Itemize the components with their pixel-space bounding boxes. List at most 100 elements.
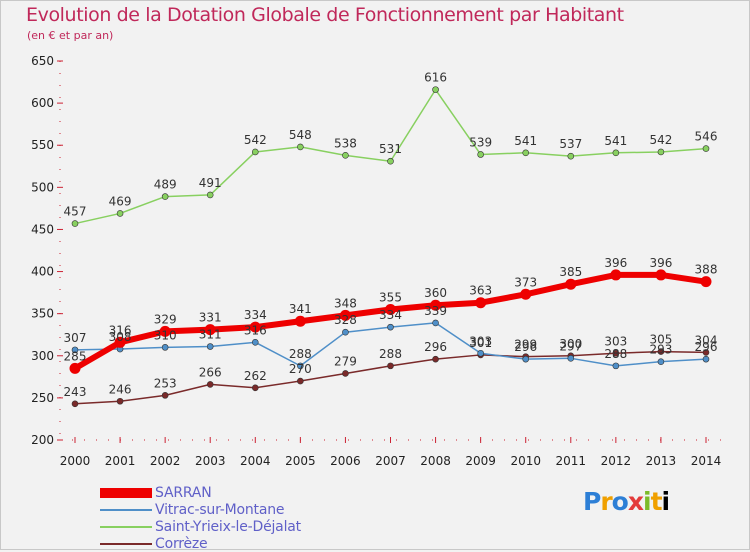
series-sarran	[69, 269, 712, 374]
data-point	[342, 328, 349, 336]
data-point	[567, 152, 575, 160]
data-label: 531	[379, 142, 402, 156]
data-point	[432, 355, 439, 363]
data-point	[702, 349, 710, 356]
logo-letter: x	[627, 487, 644, 516]
data-label: 334	[379, 308, 402, 322]
chart-subtitle: (en € et par an)	[27, 29, 114, 42]
data-point	[339, 309, 351, 321]
data-label: 546	[695, 130, 718, 144]
data-label: 348	[334, 296, 357, 310]
data-label: 296	[695, 340, 718, 354]
y-tick-label: 500	[31, 180, 54, 194]
legend-swatch	[100, 487, 152, 498]
data-label: 246	[109, 382, 132, 396]
data-label: 355	[379, 290, 402, 304]
data-label: 296	[424, 340, 447, 354]
legend-label: SARRAN	[155, 484, 212, 501]
x-tick-label: 2005	[285, 454, 316, 468]
data-point	[387, 362, 394, 370]
data-point	[567, 355, 575, 362]
data-label: 308	[109, 330, 132, 344]
y-tick-label: 350	[31, 307, 54, 321]
axes: 200 250 300 350 400 450 500 550 600 650 2000 2001 20…	[31, 54, 725, 468]
data-label: 304	[695, 333, 718, 347]
data-label: 253	[154, 376, 177, 390]
data-point	[520, 288, 532, 300]
data-label: 363	[469, 284, 492, 298]
data-label: 539	[469, 135, 492, 149]
x-tick-label: 2002	[150, 454, 181, 468]
data-label: 279	[334, 354, 357, 368]
data-point	[430, 299, 442, 311]
data-label: 300	[559, 337, 582, 351]
x-tick-label: 2012	[601, 454, 632, 468]
x-tick-label: 2004	[240, 454, 271, 468]
data-label: 303	[604, 334, 627, 348]
data-label: 316	[244, 323, 267, 337]
data-point	[702, 355, 710, 363]
data-label: 548	[289, 128, 312, 142]
data-point	[204, 324, 216, 336]
legend-swatch	[100, 525, 152, 528]
data-point	[116, 397, 124, 405]
data-label: 316	[109, 323, 132, 337]
data-point	[71, 220, 79, 227]
data-label: 541	[514, 134, 537, 148]
data-label: 293	[649, 343, 672, 357]
data-label: 457	[64, 205, 87, 219]
data-point	[206, 381, 214, 388]
data-point	[565, 278, 577, 290]
data-point	[522, 355, 530, 363]
data-labels: 457 469 489 491 542 548 538 531 616 539 541 537 541 5…	[64, 71, 718, 399]
y-tick-label: 450	[31, 222, 54, 236]
data-label: 385	[559, 265, 582, 279]
data-point	[657, 148, 665, 156]
data-point	[249, 321, 261, 333]
legend-item: Vitrac-sur-Montane	[100, 501, 301, 518]
data-label: 297	[559, 339, 582, 353]
data-point	[477, 349, 484, 357]
data-label: 542	[244, 133, 267, 147]
data-label: 266	[199, 365, 222, 379]
data-point	[387, 157, 394, 165]
x-tick-label: 2009	[465, 454, 496, 468]
data-point	[342, 370, 349, 377]
data-label: 270	[289, 362, 312, 376]
logo-letter: r	[600, 487, 612, 516]
data-label: 310	[154, 328, 177, 342]
data-label: 311	[199, 328, 222, 342]
x-tick-label: 2001	[105, 454, 136, 468]
data-point	[251, 339, 259, 346]
legend-item: SARRAN	[100, 484, 301, 501]
data-label: 491	[199, 176, 222, 190]
y-tick-label: 300	[31, 349, 54, 363]
data-point	[655, 269, 667, 281]
data-point	[657, 358, 665, 365]
data-point	[294, 315, 306, 327]
x-tick-label: 2011	[556, 454, 587, 468]
data-label: 243	[64, 385, 87, 399]
data-label: 262	[244, 369, 267, 383]
data-label: 542	[649, 133, 672, 147]
legend-item: Saint-Yrieix-le-Déjalat	[100, 518, 301, 535]
data-label: 360	[424, 286, 447, 300]
legend-swatch	[100, 542, 152, 545]
data-label: 285	[64, 349, 87, 363]
series-saint-yrieix-le-dejalat	[71, 86, 710, 227]
data-label: 301	[469, 336, 492, 350]
data-point	[251, 384, 259, 392]
data-label: 373	[514, 275, 537, 289]
y-tick-label: 650	[31, 54, 54, 68]
y-tick-label: 550	[31, 138, 54, 152]
data-label: 307	[64, 331, 87, 345]
data-label: 469	[109, 194, 132, 208]
data-point	[297, 362, 304, 370]
legend: SARRAN Vitrac-sur-Montane Saint-Yrieix-le-…	[100, 484, 301, 552]
data-point	[206, 343, 214, 350]
y-tick-label: 200	[31, 433, 54, 447]
y-tick-label: 600	[31, 96, 54, 110]
logo-letter: t	[650, 487, 663, 516]
data-label: 388	[695, 263, 718, 277]
data-label: 341	[289, 302, 312, 316]
